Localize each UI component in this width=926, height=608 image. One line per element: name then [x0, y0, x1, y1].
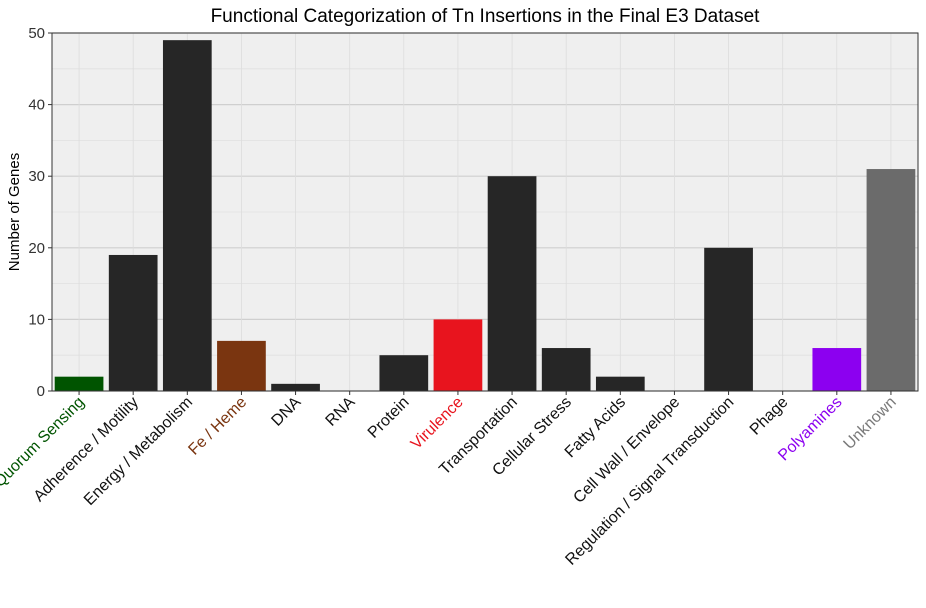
chart-title: Functional Categorization of Tn Insertio…: [211, 6, 761, 27]
x-tick-label: Adherence / Motility: [31, 394, 142, 505]
bar: [217, 340, 266, 391]
bar: [866, 169, 916, 391]
bar: [704, 247, 753, 391]
y-tick-label: 0: [37, 383, 45, 400]
x-tick-label: DNA: [268, 394, 304, 430]
x-tick-label: RNA: [323, 394, 359, 430]
plot-border: [51, 32, 919, 392]
bar: [433, 319, 483, 391]
x-tick-label: Quorum Sensing: [0, 394, 88, 491]
bar: [271, 383, 320, 391]
bar: [162, 40, 212, 391]
x-tick-label: Energy / Metabolism: [81, 394, 196, 509]
y-tick-label: 50: [28, 25, 45, 42]
y-tick-label: 40: [28, 97, 45, 114]
y-tick-label: 30: [28, 168, 45, 185]
y-axis-ticks: 0 10 20 30 40 50: [28, 25, 52, 400]
x-tick-label: Fe / Heme: [185, 394, 250, 459]
bar: [54, 376, 104, 391]
bars: [54, 40, 916, 391]
bar: [812, 348, 862, 391]
x-tick-label: Unknown: [841, 394, 900, 453]
y-axis-label: Number of Genes: [6, 153, 23, 271]
bar: [541, 348, 591, 391]
bar: [108, 254, 158, 391]
x-tick-label: Phage: [747, 394, 792, 439]
y-tick-label: 20: [28, 240, 45, 257]
bar: [379, 355, 429, 391]
bar: [595, 376, 645, 391]
bar: [487, 176, 537, 391]
y-tick-label: 10: [28, 311, 45, 328]
x-tick-label: Protein: [365, 394, 413, 442]
x-tick-label: Cell Wall / Envelope: [570, 394, 683, 507]
